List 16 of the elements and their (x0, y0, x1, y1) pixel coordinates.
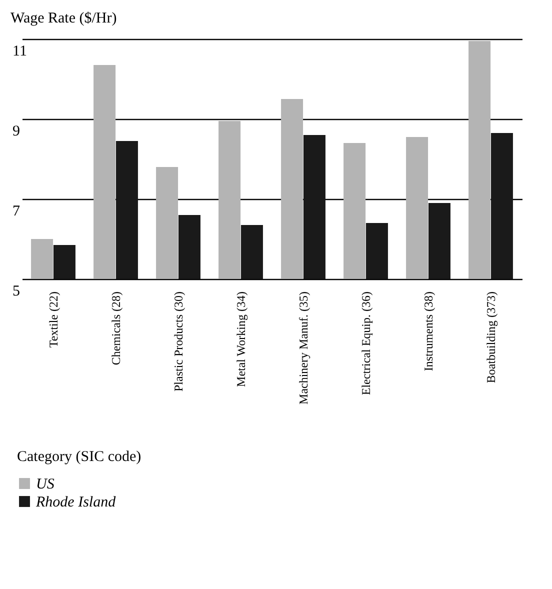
legend-label: Rhode Island (35, 494, 116, 510)
x-tick-label: Instruments (38) (421, 292, 436, 372)
y-axis-title: Wage Rate ($/Hr) (10, 10, 117, 26)
x-tick-label: Metal Working (34) (234, 292, 248, 387)
x-tick-label: Electrical Equip. (36) (358, 292, 373, 396)
y-tick-label: 9 (12, 124, 20, 140)
y-tick-label: 11 (12, 44, 27, 60)
x-tick-label: Textile (22) (46, 292, 60, 348)
legend-label: US (36, 476, 55, 492)
y-tick-label: 5 (12, 284, 20, 300)
x-tick-label: Plastic Products (30) (171, 292, 186, 392)
x-tick-label: Chemicals (28) (108, 292, 123, 366)
legend-title: Category (SIC code) (17, 449, 142, 465)
x-tick-label: Boatbuilding (373) (484, 292, 498, 384)
x-tick-label: Machinery Manuf. (35) (296, 292, 310, 404)
y-tick-label: 7 (12, 204, 20, 220)
